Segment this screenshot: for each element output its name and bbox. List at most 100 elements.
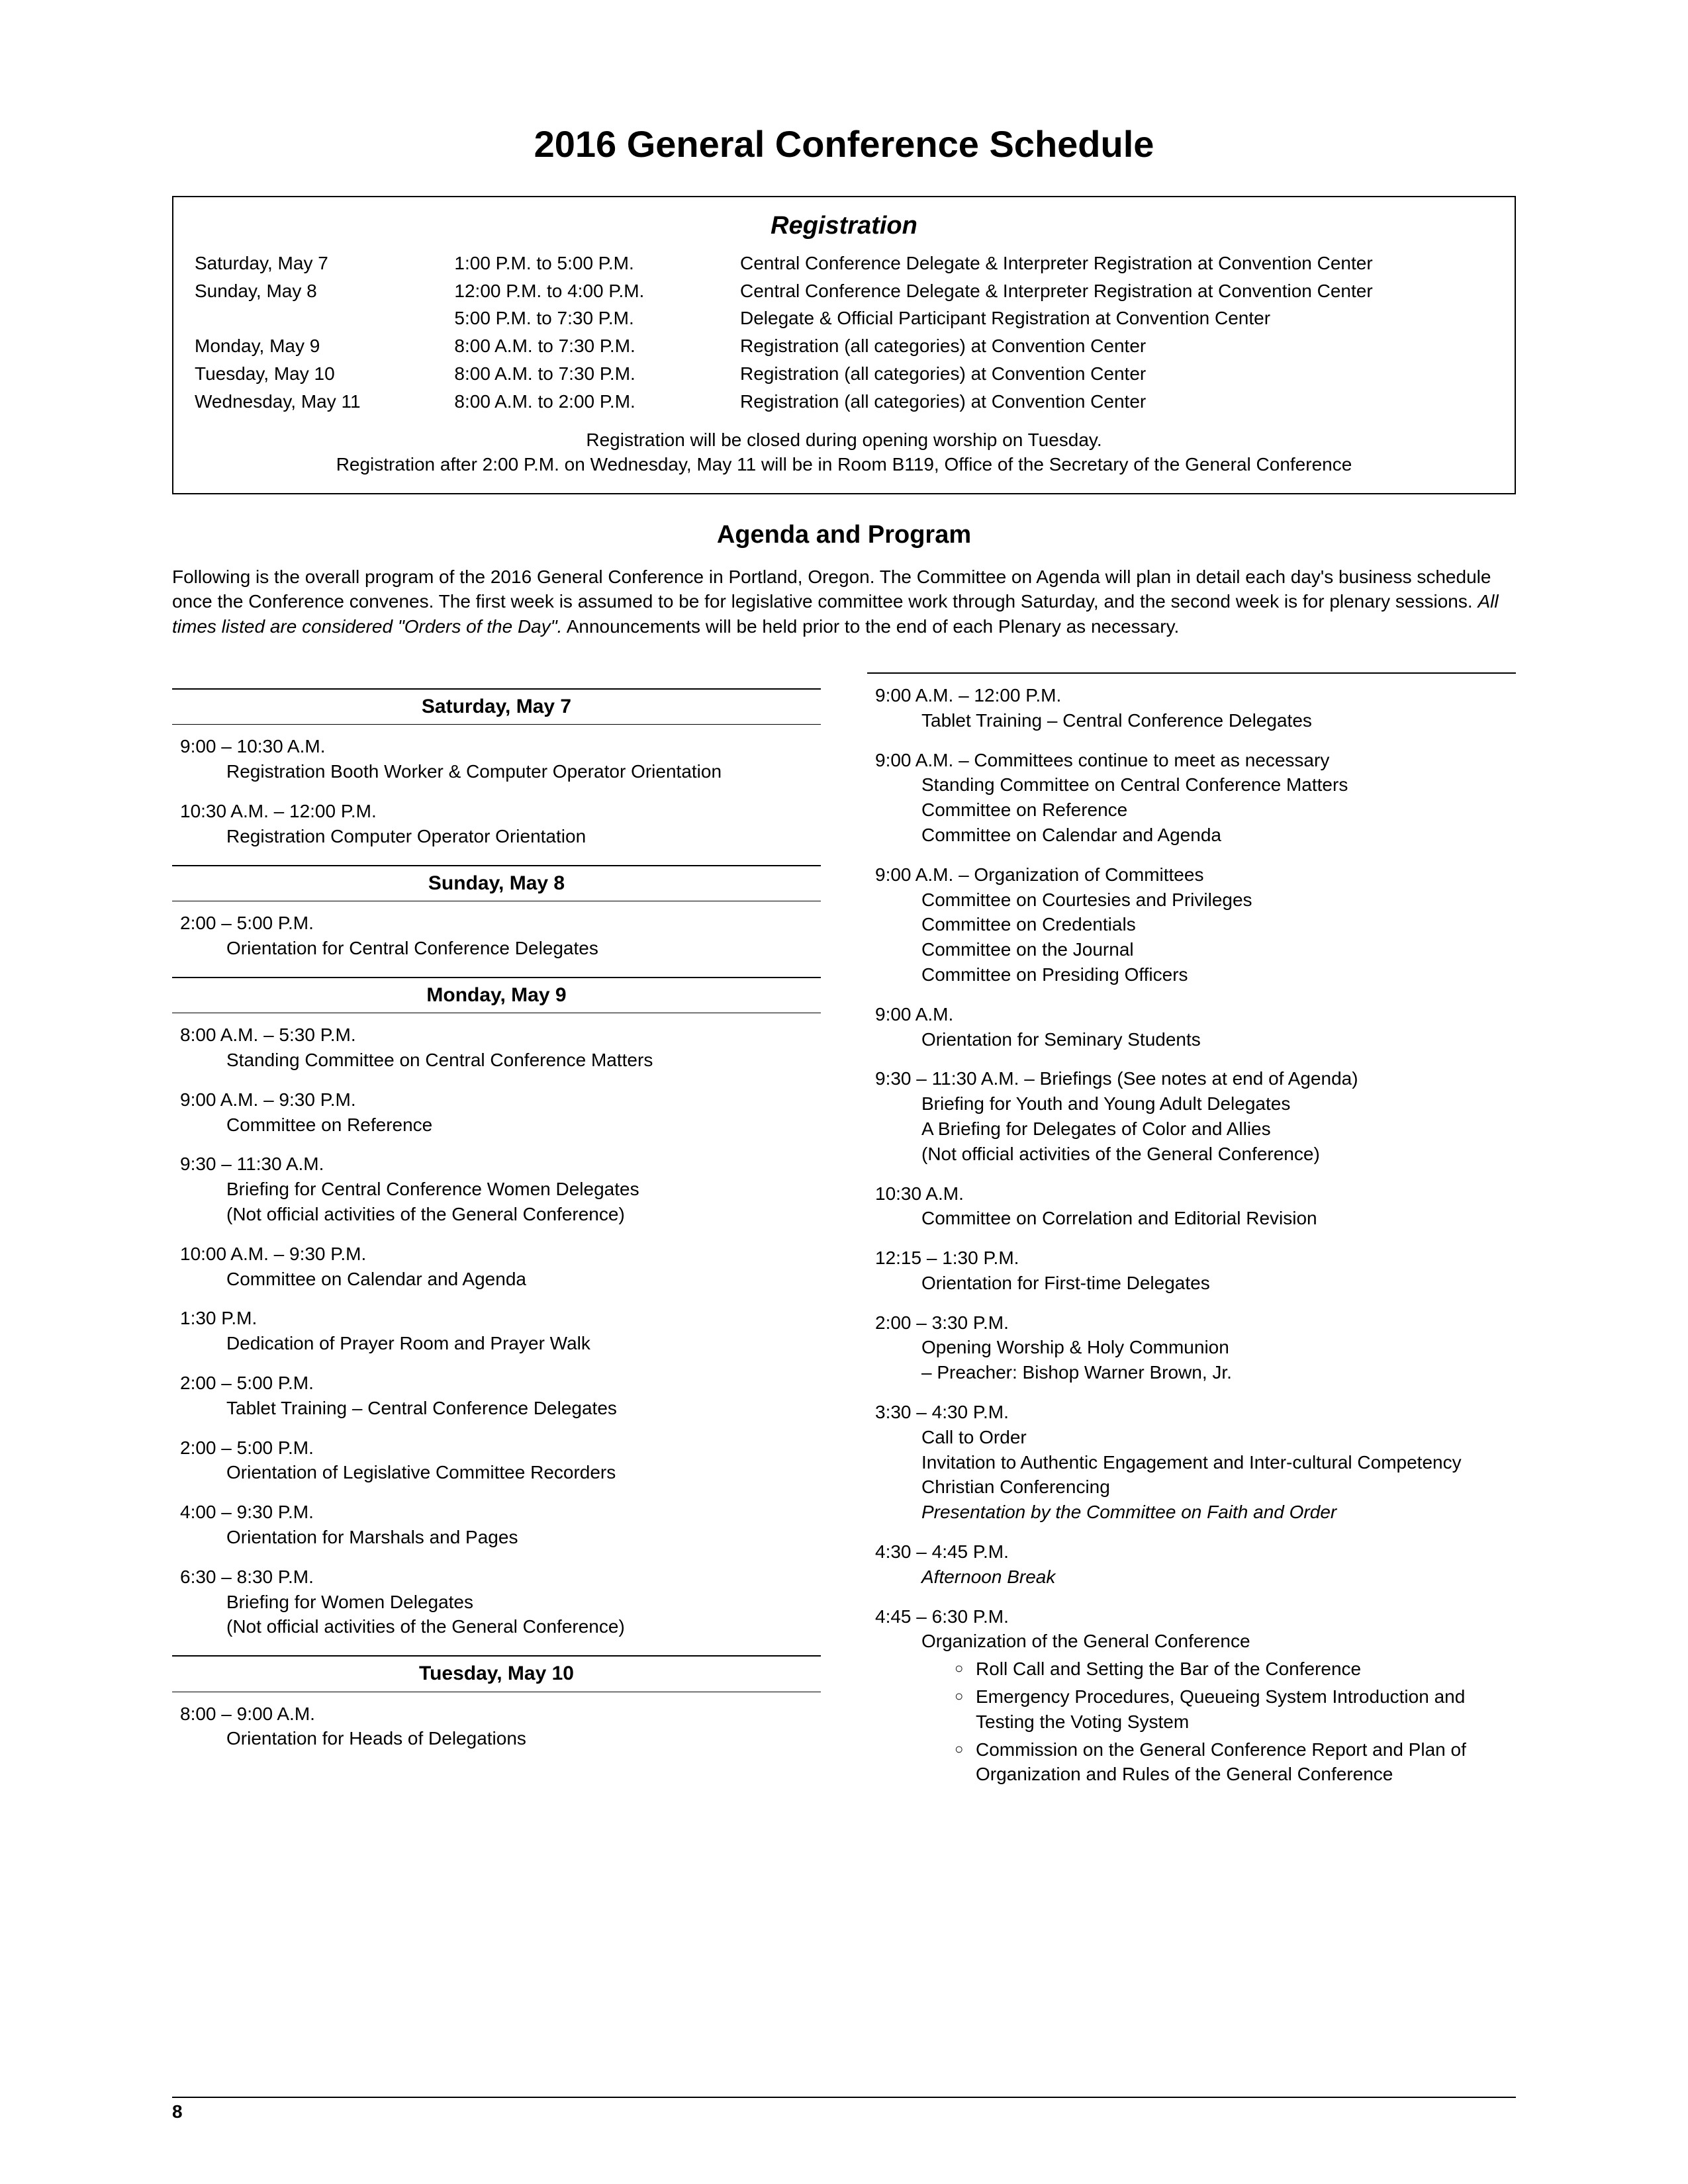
item-sub: A Briefing for Delegates of Color and Al… [875, 1116, 1516, 1142]
item-sub: Committee on Credentials [875, 912, 1516, 937]
agenda-heading: Agenda and Program [172, 518, 1516, 552]
registration-table: Saturday, May 7 1:00 P.M. to 5:00 P.M. C… [195, 250, 1493, 416]
table-row: Saturday, May 7 1:00 P.M. to 5:00 P.M. C… [195, 250, 1493, 277]
item-time: 9:00 – 10:30 A.M. [180, 734, 821, 759]
item-desc: Briefing for Women Delegates [180, 1590, 821, 1615]
agenda-item: 12:15 – 1:30 P.M. Orientation for First-… [867, 1246, 1516, 1296]
item-time: 12:15 – 1:30 P.M. [875, 1246, 1516, 1271]
agenda-item: 4:45 – 6:30 P.M. Organization of the Gen… [867, 1604, 1516, 1788]
item-italic: Afternoon Break [875, 1565, 1516, 1590]
bullet-item: Emergency Procedures, Queueing System In… [955, 1684, 1516, 1735]
left-column: Saturday, May 7 9:00 – 10:30 A.M. Regist… [172, 672, 821, 1801]
reg-time: 5:00 P.M. to 7:30 P.M. [454, 304, 740, 332]
item-desc: Briefing for Central Conference Women De… [180, 1177, 821, 1202]
item-time: 3:30 – 4:30 P.M. [875, 1400, 1516, 1425]
item-time: 4:30 – 4:45 P.M. [875, 1539, 1516, 1565]
table-row: 5:00 P.M. to 7:30 P.M. Delegate & Offici… [195, 304, 1493, 332]
agenda-item: 6:30 – 8:30 P.M. Briefing for Women Dele… [172, 1565, 821, 1639]
item-sub: Committee on the Journal [875, 937, 1516, 962]
item-sub: Standing Committee on Central Conference… [875, 772, 1516, 797]
item-desc: Committee on Reference [180, 1113, 821, 1138]
item-sub: Briefing for Youth and Young Adult Deleg… [875, 1091, 1516, 1116]
item-time: 9:00 A.M. – 9:30 P.M. [180, 1087, 821, 1113]
item-time: 6:30 – 8:30 P.M. [180, 1565, 821, 1590]
item-note: (Not official activities of the General … [180, 1614, 821, 1639]
page-title: 2016 General Conference Schedule [172, 119, 1516, 169]
item-bullets: Roll Call and Setting the Bar of the Con… [875, 1657, 1516, 1787]
agenda-item: 8:00 – 9:00 A.M. Orientation for Heads o… [172, 1702, 821, 1752]
agenda-item: 10:30 A.M. – 12:00 P.M. Registration Com… [172, 799, 821, 849]
intro-paragraph: Following is the overall program of the … [172, 565, 1516, 639]
two-column-layout: Saturday, May 7 9:00 – 10:30 A.M. Regist… [172, 672, 1516, 1801]
item-time: 2:00 – 5:00 P.M. [180, 911, 821, 936]
table-row: Wednesday, May 11 8:00 A.M. to 2:00 P.M.… [195, 388, 1493, 416]
item-sub: Committee on Presiding Officers [875, 962, 1516, 987]
agenda-item: 9:00 A.M. – 9:30 P.M. Committee on Refer… [172, 1087, 821, 1138]
item-time: 9:30 – 11:30 A.M. [180, 1152, 821, 1177]
agenda-item: 9:00 – 10:30 A.M. Registration Booth Wor… [172, 734, 821, 784]
agenda-item: 10:30 A.M. Committee on Correlation and … [867, 1181, 1516, 1232]
item-time: 1:30 P.M. [180, 1306, 821, 1331]
right-column: 9:00 A.M. – 12:00 P.M. Tablet Training –… [867, 672, 1516, 1801]
reg-desc: Central Conference Delegate & Interprete… [740, 277, 1493, 305]
item-desc: Committee on Calendar and Agenda [180, 1267, 821, 1292]
item-time: 10:30 A.M. – 12:00 P.M. [180, 799, 821, 824]
item-time: 9:30 – 11:30 A.M. – Briefings (See notes… [875, 1066, 1516, 1091]
intro-text: Following is the overall program of the … [172, 567, 1491, 612]
reg-day: Monday, May 9 [195, 332, 454, 360]
item-desc: Orientation for Seminary Students [875, 1027, 1516, 1052]
table-row: Sunday, May 8 12:00 P.M. to 4:00 P.M. Ce… [195, 277, 1493, 305]
item-time: 8:00 A.M. – 5:30 P.M. [180, 1023, 821, 1048]
item-desc: Orientation for Marshals and Pages [180, 1525, 821, 1550]
reg-time: 8:00 A.M. to 2:00 P.M. [454, 388, 740, 416]
agenda-item: 9:00 A.M. – Organization of Committees C… [867, 862, 1516, 987]
item-desc: Tablet Training – Central Conference Del… [180, 1396, 821, 1421]
item-desc: Standing Committee on Central Conference… [180, 1048, 821, 1073]
item-time: 4:00 – 9:30 P.M. [180, 1500, 821, 1525]
item-desc: Orientation of Legislative Committee Rec… [180, 1460, 821, 1485]
item-sub: (Not official activities of the General … [875, 1142, 1516, 1167]
item-sub: Organization of the General Conference [875, 1629, 1516, 1654]
item-time: 2:00 – 5:00 P.M. [180, 1371, 821, 1396]
bullet-item: Commission on the General Conference Rep… [955, 1737, 1516, 1788]
item-sub: – Preacher: Bishop Warner Brown, Jr. [875, 1360, 1516, 1385]
agenda-item: 3:30 – 4:30 P.M. Call to Order Invitatio… [867, 1400, 1516, 1525]
reg-day: Tuesday, May 10 [195, 360, 454, 388]
item-time: 2:00 – 3:30 P.M. [875, 1310, 1516, 1336]
item-sub: Christian Conferencing [875, 1475, 1516, 1500]
item-sub: Invitation to Authentic Engagement and I… [875, 1450, 1516, 1475]
item-desc: Registration Computer Operator Orientati… [180, 824, 821, 849]
item-time: 10:30 A.M. [875, 1181, 1516, 1206]
page: 2016 General Conference Schedule Registr… [0, 0, 1688, 2184]
page-number: 8 [172, 2099, 183, 2124]
item-time: 9:00 A.M. – Committees continue to meet … [875, 748, 1516, 773]
agenda-item: 9:30 – 11:30 A.M. – Briefings (See notes… [867, 1066, 1516, 1166]
agenda-item: 1:30 P.M. Dedication of Prayer Room and … [172, 1306, 821, 1356]
agenda-item: 9:00 A.M. – 12:00 P.M. Tablet Training –… [867, 683, 1516, 733]
item-desc: Orientation for Heads of Delegations [180, 1726, 821, 1751]
day-heading: Sunday, May 8 [172, 865, 821, 902]
item-time: 4:45 – 6:30 P.M. [875, 1604, 1516, 1629]
reg-day [195, 304, 454, 332]
reg-time: 1:00 P.M. to 5:00 P.M. [454, 250, 740, 277]
item-time: 2:00 – 5:00 P.M. [180, 1435, 821, 1461]
day-heading: Saturday, May 7 [172, 688, 821, 725]
item-desc: Tablet Training – Central Conference Del… [875, 708, 1516, 733]
item-desc: Orientation for First-time Delegates [875, 1271, 1516, 1296]
registration-heading: Registration [195, 209, 1493, 243]
reg-note-line: Registration will be closed during openi… [586, 430, 1102, 450]
item-sub: Committee on Calendar and Agenda [875, 823, 1516, 848]
item-sub: Committee on Courtesies and Privileges [875, 887, 1516, 913]
agenda-item: 2:00 – 3:30 P.M. Opening Worship & Holy … [867, 1310, 1516, 1385]
reg-desc: Registration (all categories) at Convent… [740, 360, 1493, 388]
reg-time: 8:00 A.M. to 7:30 P.M. [454, 360, 740, 388]
agenda-item: 8:00 A.M. – 5:30 P.M. Standing Committee… [172, 1023, 821, 1073]
item-time: 8:00 – 9:00 A.M. [180, 1702, 821, 1727]
column-top-rule [867, 672, 1516, 674]
agenda-item: 4:30 – 4:45 P.M. Afternoon Break [867, 1539, 1516, 1590]
table-row: Monday, May 9 8:00 A.M. to 7:30 P.M. Reg… [195, 332, 1493, 360]
reg-note-line: Registration after 2:00 P.M. on Wednesda… [336, 454, 1352, 475]
reg-desc: Central Conference Delegate & Interprete… [740, 250, 1493, 277]
item-desc: Committee on Correlation and Editorial R… [875, 1206, 1516, 1231]
reg-desc: Registration (all categories) at Convent… [740, 388, 1493, 416]
